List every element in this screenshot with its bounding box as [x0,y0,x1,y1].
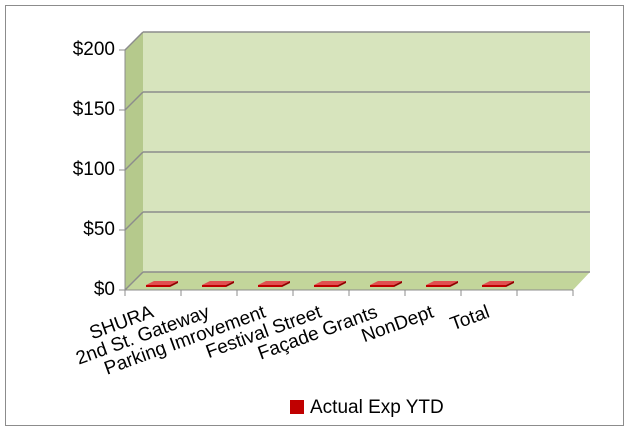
grid-line-side [124,91,144,111]
bar [314,281,346,287]
bar-front [258,285,282,287]
bar-front [314,285,338,287]
y-tick-label: $150 [73,99,115,120]
bar-top [258,281,290,285]
bar-front [146,285,170,287]
bar-side [394,281,402,287]
legend-label: Actual Exp YTD [310,397,444,418]
bar [202,281,234,287]
bar-top [370,281,402,285]
y-tick-label: $50 [83,219,115,240]
floor [125,272,590,290]
grid-line-side [124,271,144,291]
legend-swatch [290,400,304,414]
bar-top [202,281,234,285]
bar-top [426,281,458,285]
y-tick-label: $200 [73,39,115,60]
y-tick-label: $100 [73,159,115,180]
grid-line-side [124,31,144,51]
y-tick-label: $0 [94,279,115,300]
bar-front [370,285,394,287]
bar-side [282,281,290,287]
bar-side [226,281,234,287]
bar [370,281,402,287]
bar [426,281,458,287]
bar-top [146,281,178,285]
bar-side [450,281,458,287]
bar-front [202,285,226,287]
grid-line-side [124,211,144,231]
bar-side [170,281,178,287]
bar-top [314,281,346,285]
bar-side [338,281,346,287]
bar-front [482,285,506,287]
bar-top [482,281,514,285]
bar [258,281,290,287]
bar-front [426,285,450,287]
bar-side [506,281,514,287]
grid-line-side [124,151,144,171]
bar [482,281,514,287]
bar [146,281,178,287]
